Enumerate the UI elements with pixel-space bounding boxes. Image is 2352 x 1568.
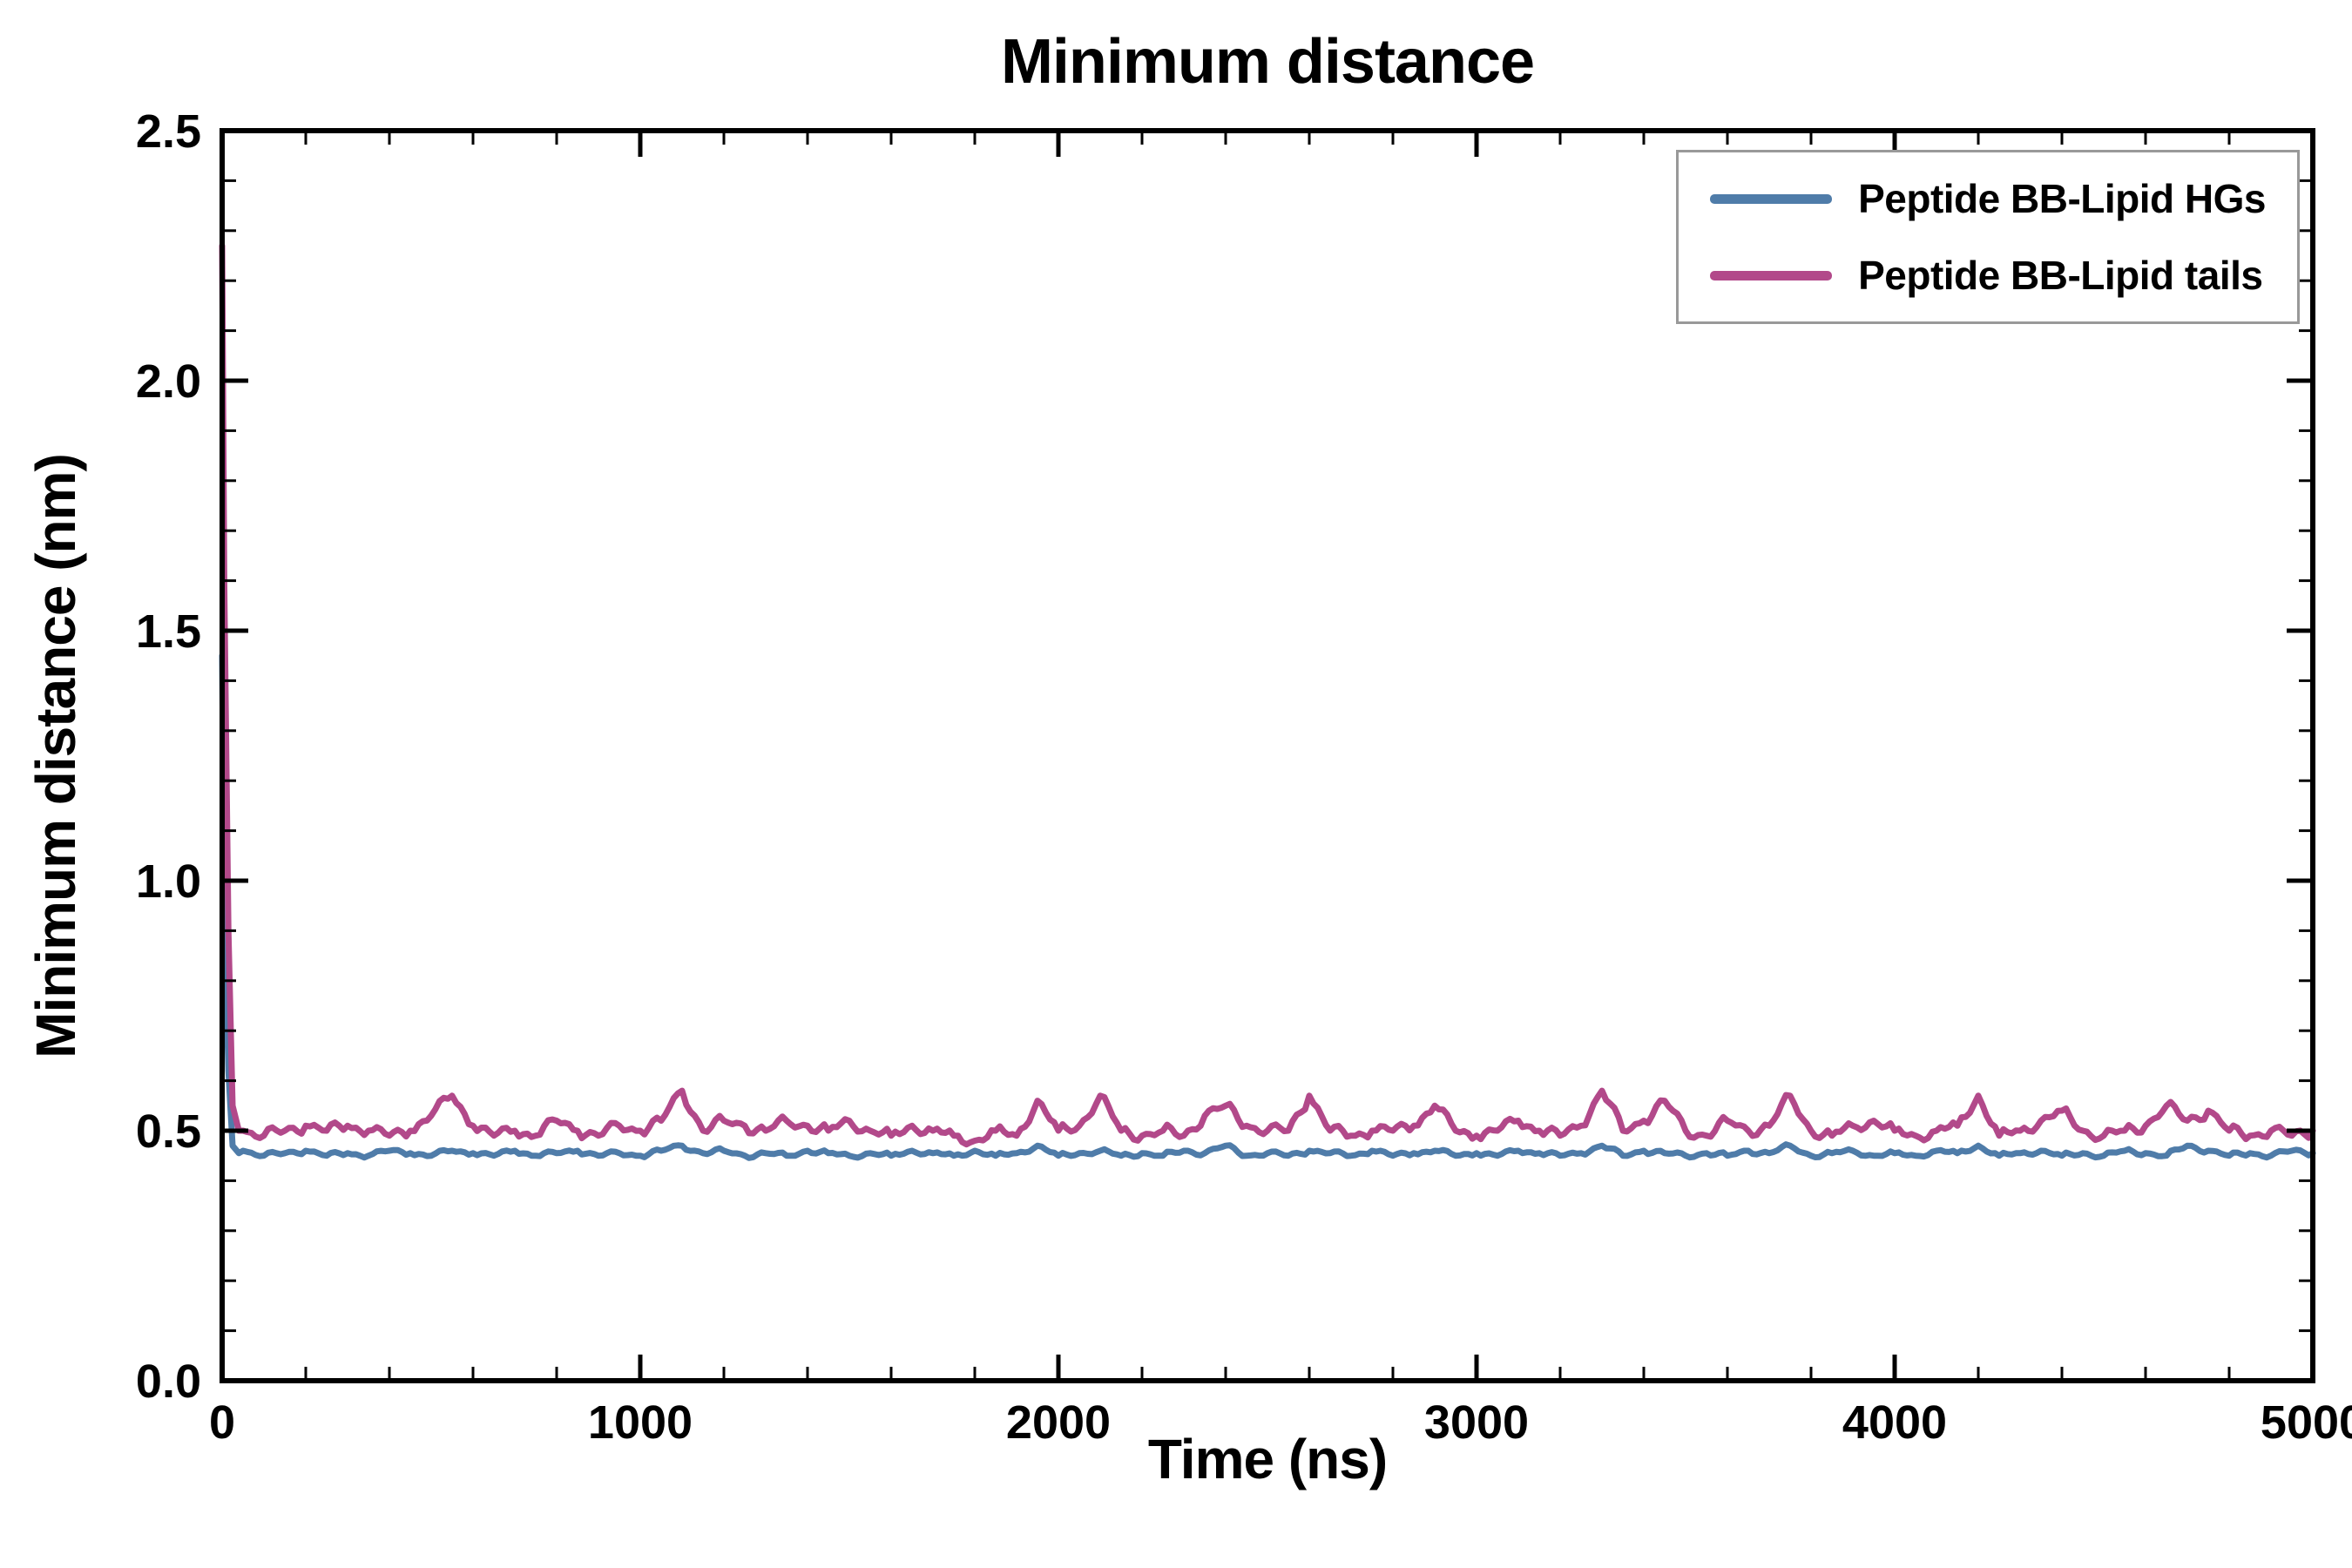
series-lines	[219, 242, 2316, 1161]
axes-box	[220, 128, 2315, 1383]
series-line-peptide-bb-lipid-tails	[219, 242, 2316, 1148]
svg-text:0.5: 0.5	[136, 1105, 201, 1158]
series-line-peptide-bb-lipid-hgs	[219, 652, 2316, 1161]
legend-entry: Peptide BB-Lipid tails	[1710, 252, 2266, 299]
svg-text:0: 0	[209, 1396, 235, 1449]
plot-border	[220, 128, 2315, 1383]
legend-line-swatch	[1710, 270, 1833, 280]
svg-text:2000: 2000	[1006, 1396, 1111, 1449]
chart-title: Minimum distance	[1000, 27, 1535, 97]
legend-line-swatch	[1710, 193, 1833, 204]
svg-text:1000: 1000	[588, 1396, 693, 1449]
y-axis-label: Minimum distance (nm)	[24, 454, 87, 1058]
legend-label: Peptide BB-Lipid HGs	[1858, 176, 2266, 221]
svg-text:1.5: 1.5	[136, 605, 201, 658]
svg-text:1.0: 1.0	[136, 855, 201, 908]
legend-label: Peptide BB-Lipid tails	[1858, 253, 2263, 298]
x-axis-label: Time (ns)	[1147, 1428, 1388, 1490]
svg-text:4000: 4000	[1842, 1396, 1947, 1449]
svg-text:0.0: 0.0	[136, 1355, 201, 1408]
legend-entry: Peptide BB-Lipid HGs	[1710, 175, 2266, 222]
svg-text:2.5: 2.5	[136, 105, 201, 158]
legend: Peptide BB-Lipid HGs Peptide BB-Lipid tai…	[1676, 150, 2300, 324]
svg-text:2.0: 2.0	[136, 355, 201, 408]
svg-text:3000: 3000	[1424, 1396, 1529, 1449]
